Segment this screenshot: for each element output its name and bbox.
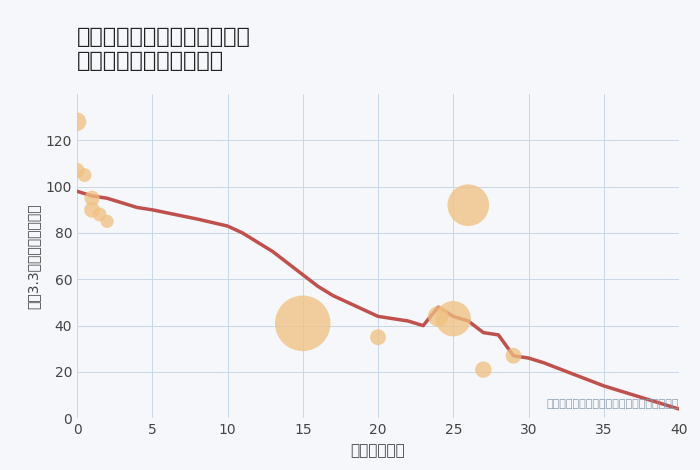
Point — [87, 195, 98, 202]
Point — [102, 218, 113, 225]
Point — [94, 211, 105, 218]
Text: 円の大きさは、取引のあった物件面積を示す: 円の大きさは、取引のあった物件面積を示す — [547, 399, 679, 408]
Point — [71, 167, 83, 174]
Point — [372, 334, 384, 341]
Point — [87, 206, 98, 213]
Text: 愛知県名古屋市北区喜惣治の
築年数別中古戸建て価格: 愛知県名古屋市北区喜惣治の 築年数別中古戸建て価格 — [77, 27, 251, 70]
Point — [448, 315, 459, 322]
Y-axis label: 坪（3.3㎡）単価（万円）: 坪（3.3㎡）単価（万円） — [26, 204, 40, 309]
X-axis label: 築年数（年）: 築年数（年） — [351, 443, 405, 458]
Point — [508, 352, 519, 360]
Point — [433, 313, 444, 320]
Point — [477, 366, 489, 373]
Point — [79, 171, 90, 179]
Point — [463, 202, 474, 209]
Point — [297, 320, 308, 327]
Point — [71, 118, 83, 125]
